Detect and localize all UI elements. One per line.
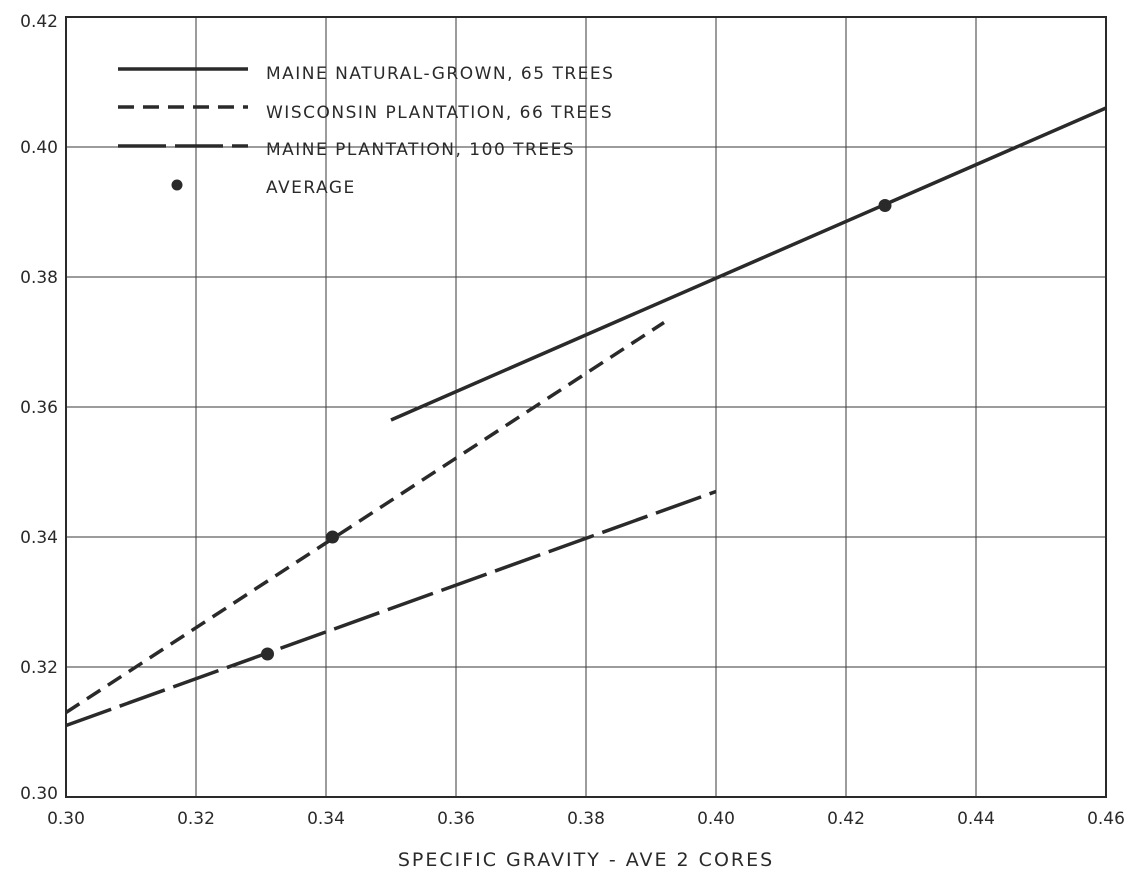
y-tick-label: 0.38	[20, 268, 58, 288]
plot-frame	[65, 16, 1107, 798]
legend-label-maine-plantation: MAINE PLANTATION, 100 TREES	[266, 140, 575, 160]
series-line-maine-natural-grown	[390, 106, 1107, 422]
x-tick-label: 0.34	[307, 809, 345, 829]
y-tick-label: 0.40	[20, 138, 58, 158]
average-point-wisconsin-plantation	[326, 530, 339, 544]
x-tick-label: 0.30	[47, 809, 85, 829]
x-tick-label: 0.44	[957, 809, 995, 829]
average-points	[261, 199, 892, 661]
legend-label-average: AVERAGE	[266, 178, 356, 198]
legend-average-marker	[171, 179, 183, 191]
x-tick-label: 0.40	[697, 809, 735, 829]
series-lines	[65, 106, 1107, 728]
x-tick-label: 0.46	[1087, 809, 1125, 829]
y-tick-label: 0.34	[20, 528, 58, 548]
x-tick-label: 0.38	[567, 809, 605, 829]
legend-label-wisconsin-plantation: WISCONSIN PLANTATION, 66 TREES	[266, 103, 613, 123]
x-tick-label: 0.32	[177, 809, 215, 829]
x-tick-labels: 0.30 0.32 0.34 0.36 0.38 0.40 0.42 0.44 0.46	[47, 809, 1125, 829]
x-tick-label: 0.42	[827, 809, 865, 829]
grid	[66, 17, 1106, 797]
average-point-maine-plantation	[261, 647, 274, 661]
x-axis-title: SPECIFIC GRAVITY - AVE 2 CORES	[398, 849, 774, 871]
y-tick-label: 0.36	[20, 398, 58, 418]
legend: MAINE NATURAL-GROWN, 65 TREES WISCONSIN …	[118, 64, 614, 198]
series-line-wisconsin-plantation	[65, 321, 665, 714]
y-tick-label: 0.30	[20, 784, 58, 804]
average-point-maine-natural-grown	[878, 199, 892, 212]
y-tick-label: 0.32	[20, 658, 58, 678]
legend-label-maine-natural: MAINE NATURAL-GROWN, 65 TREES	[266, 64, 614, 84]
x-tick-label: 0.36	[437, 809, 475, 829]
y-tick-labels: 0.30 0.32 0.34 0.36 0.38 0.40 0.42	[20, 12, 58, 804]
y-tick-label: 0.42	[20, 12, 58, 32]
series-line-maine-plantation	[65, 489, 717, 728]
